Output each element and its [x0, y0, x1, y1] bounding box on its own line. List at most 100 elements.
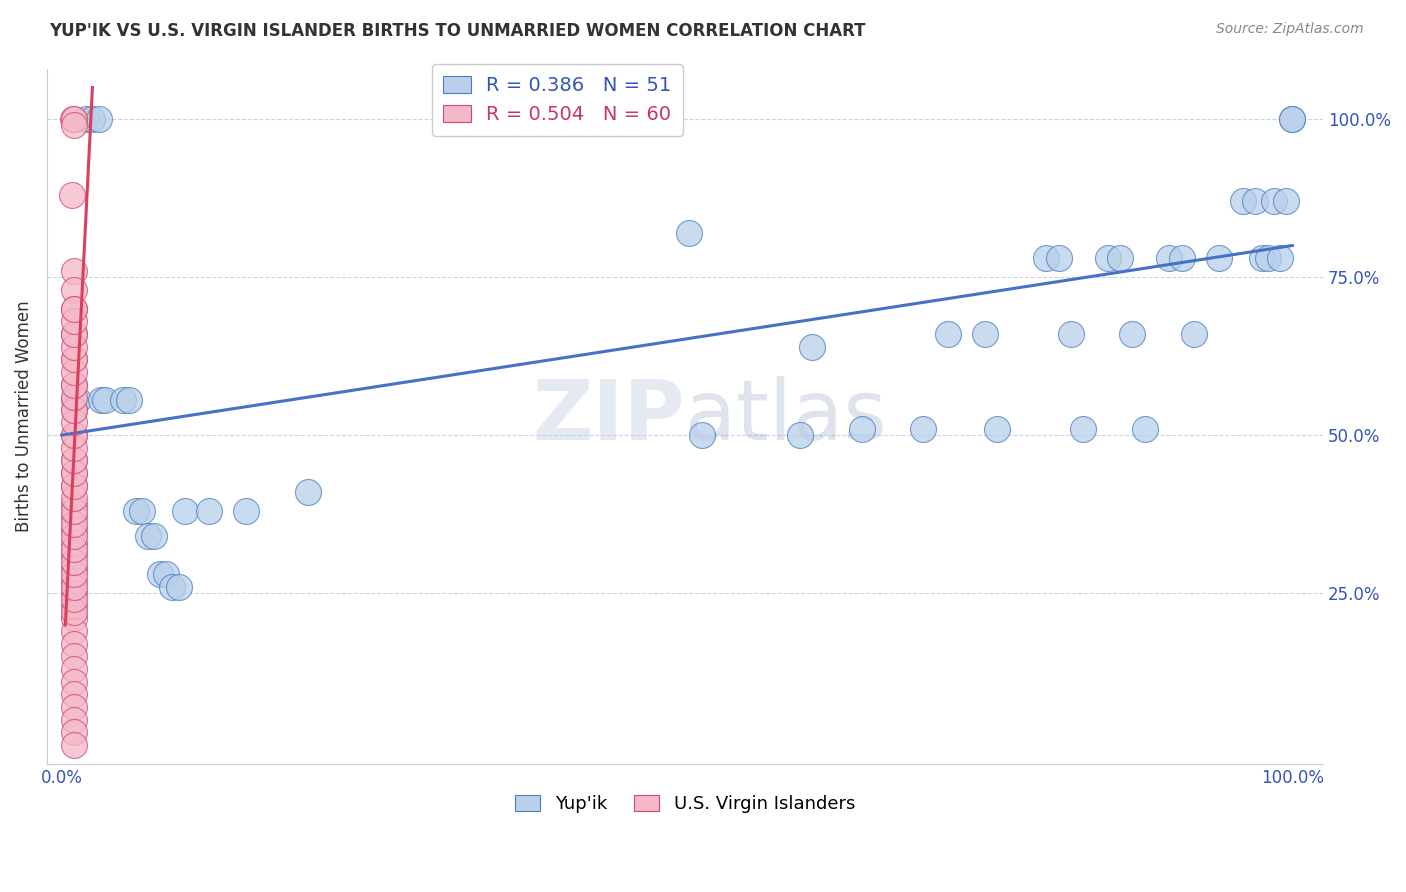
- Point: [63, 491, 86, 506]
- Point: [63, 605, 86, 619]
- Point: [1182, 326, 1205, 341]
- Point: [63, 314, 86, 328]
- Point: [1109, 251, 1132, 265]
- Point: [63, 580, 86, 594]
- Point: [63, 390, 86, 404]
- Point: [90, 393, 112, 408]
- Point: [63, 283, 86, 297]
- Point: [1250, 251, 1272, 265]
- Point: [63, 529, 86, 543]
- Point: [131, 504, 153, 518]
- Point: [63, 700, 86, 714]
- Point: [118, 393, 141, 408]
- Point: [973, 326, 995, 341]
- Point: [912, 422, 935, 436]
- Point: [789, 428, 811, 442]
- Point: [63, 555, 86, 569]
- Point: [63, 466, 86, 480]
- Point: [75, 112, 97, 127]
- Point: [1208, 251, 1230, 265]
- Point: [1268, 251, 1291, 265]
- Point: [63, 586, 86, 600]
- Point: [1281, 112, 1303, 127]
- Point: [63, 592, 86, 607]
- Point: [63, 599, 86, 613]
- Point: [63, 523, 86, 537]
- Point: [63, 535, 86, 549]
- Point: [297, 485, 319, 500]
- Point: [63, 674, 86, 689]
- Point: [63, 365, 86, 379]
- Point: [63, 301, 86, 316]
- Point: [1281, 112, 1303, 127]
- Text: Source: ZipAtlas.com: Source: ZipAtlas.com: [1216, 22, 1364, 37]
- Point: [63, 428, 86, 442]
- Point: [63, 112, 86, 127]
- Point: [986, 422, 1008, 436]
- Point: [63, 466, 86, 480]
- Point: [63, 119, 86, 133]
- Point: [1097, 251, 1119, 265]
- Point: [63, 738, 86, 752]
- Point: [66, 393, 89, 408]
- Point: [1133, 422, 1156, 436]
- Point: [63, 352, 86, 367]
- Point: [63, 516, 86, 531]
- Point: [143, 529, 166, 543]
- Point: [60, 188, 83, 202]
- Point: [63, 264, 86, 278]
- Point: [1232, 194, 1254, 209]
- Point: [155, 567, 177, 582]
- Point: [1257, 251, 1279, 265]
- Point: [124, 504, 146, 518]
- Point: [63, 402, 86, 417]
- Point: [198, 504, 221, 518]
- Point: [63, 301, 86, 316]
- Point: [62, 112, 84, 127]
- Point: [690, 428, 713, 442]
- Text: YUP'IK VS U.S. VIRGIN ISLANDER BIRTHS TO UNMARRIED WOMEN CORRELATION CHART: YUP'IK VS U.S. VIRGIN ISLANDER BIRTHS TO…: [49, 22, 866, 40]
- Point: [136, 529, 159, 543]
- Point: [235, 504, 257, 518]
- Point: [63, 649, 86, 664]
- Point: [63, 504, 86, 518]
- Point: [167, 580, 190, 594]
- Point: [1060, 326, 1083, 341]
- Point: [63, 624, 86, 638]
- Point: [63, 725, 86, 739]
- Point: [851, 422, 873, 436]
- Point: [63, 453, 86, 467]
- Point: [63, 567, 86, 582]
- Point: [63, 326, 86, 341]
- Point: [678, 226, 700, 240]
- Point: [63, 402, 86, 417]
- Point: [63, 340, 86, 354]
- Point: [63, 416, 86, 430]
- Point: [63, 479, 86, 493]
- Point: [1159, 251, 1181, 265]
- Point: [149, 567, 172, 582]
- Point: [63, 574, 86, 588]
- Point: [63, 611, 86, 625]
- Point: [1071, 422, 1094, 436]
- Point: [173, 504, 195, 518]
- Point: [63, 453, 86, 467]
- Point: [63, 479, 86, 493]
- Point: [63, 713, 86, 727]
- Point: [1275, 194, 1298, 209]
- Legend: Yup'ik, U.S. Virgin Islanders: Yup'ik, U.S. Virgin Islanders: [505, 784, 866, 824]
- Point: [63, 393, 86, 408]
- Point: [1035, 251, 1057, 265]
- Point: [63, 662, 86, 676]
- Point: [82, 112, 104, 127]
- Point: [1170, 251, 1192, 265]
- Point: [63, 687, 86, 701]
- Point: [1263, 194, 1285, 209]
- Point: [1047, 251, 1070, 265]
- Point: [87, 112, 110, 127]
- Point: [936, 326, 959, 341]
- Point: [63, 561, 86, 575]
- Point: [1121, 326, 1143, 341]
- Text: atlas: atlas: [685, 376, 887, 457]
- Point: [162, 580, 184, 594]
